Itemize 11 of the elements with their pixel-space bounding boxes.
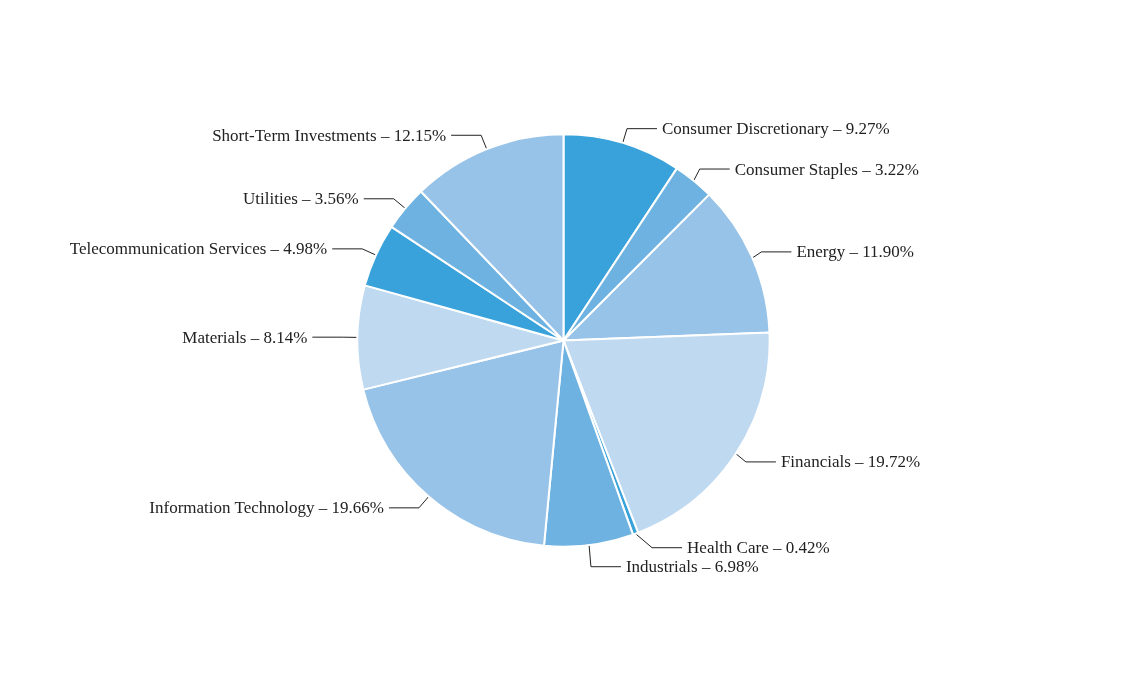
slice-label: Materials – 8.14% <box>182 327 308 347</box>
slice-label: Energy – 11.90% <box>796 242 914 262</box>
slice-label: Financials – 19.72% <box>780 452 921 472</box>
slice-label: Utilities – 3.56% <box>243 189 359 209</box>
slice-label: Industrials – 6.98% <box>625 557 759 577</box>
slice-label: Consumer Discretionary – 9.27% <box>662 119 890 139</box>
slice-label: Short-Term Investments – 12.15% <box>212 125 447 145</box>
slice-label: Telecommunication Services – 4.98% <box>69 239 328 259</box>
slice-label: Information Technology – 19.66% <box>149 498 384 518</box>
slice-label: Health Care – 0.42% <box>687 538 830 558</box>
slice-label: Consumer Staples – 3.22% <box>734 159 919 179</box>
